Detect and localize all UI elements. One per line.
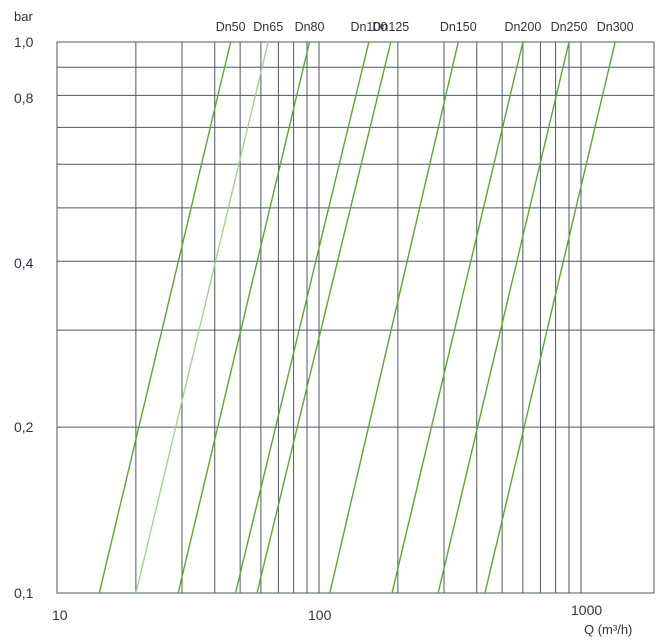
series-label-dn100: Dn100 bbox=[350, 20, 387, 34]
y-tick-label: 0,1 bbox=[14, 585, 34, 601]
series-label-dn150: Dn150 bbox=[440, 20, 477, 34]
y-tick-label: 0,4 bbox=[14, 255, 34, 271]
series-label-dn200: Dn200 bbox=[504, 20, 541, 34]
y-tick-label: 1,0 bbox=[14, 34, 34, 50]
vertical-gridlines bbox=[135, 42, 582, 593]
series-lines bbox=[98, 41, 616, 594]
plot-border bbox=[56, 41, 655, 594]
series-label-dn50: Dn50 bbox=[216, 20, 246, 34]
series-label-dn80: Dn80 bbox=[295, 20, 325, 34]
x-tick-label: 1000 bbox=[571, 602, 602, 618]
x-tick-label: 10 bbox=[52, 607, 68, 623]
series-line-dn300 bbox=[484, 41, 616, 594]
series-label-dn300: Dn300 bbox=[597, 20, 634, 34]
x-tick-label: 100 bbox=[308, 607, 332, 623]
series-line-dn150 bbox=[329, 41, 459, 594]
y-axis-label: bar bbox=[14, 9, 33, 24]
x-tick-labels: 10 100 1000 bbox=[52, 602, 602, 623]
y-tick-label: 0,8 bbox=[14, 90, 34, 106]
x-axis-label: Q (m³/h) bbox=[584, 622, 632, 637]
series-line-dn65 bbox=[135, 41, 269, 594]
series-label-dn125: Dn125 bbox=[372, 20, 409, 34]
series-line-dn50 bbox=[98, 41, 232, 594]
y-tick-label: 0,2 bbox=[14, 419, 34, 435]
series-line-dn125 bbox=[256, 41, 392, 594]
series-line-dn100 bbox=[234, 41, 370, 594]
series-line-dn250 bbox=[437, 41, 570, 594]
series-line-dn200 bbox=[391, 41, 524, 594]
series-label-dn250: Dn250 bbox=[551, 20, 588, 34]
series-line-dn80 bbox=[177, 41, 311, 594]
horizontal-gridlines bbox=[57, 66, 654, 428]
series-label-dn65: Dn65 bbox=[253, 20, 283, 34]
y-tick-labels: 1,0 0,8 0,4 0,2 0,1 bbox=[14, 34, 34, 601]
